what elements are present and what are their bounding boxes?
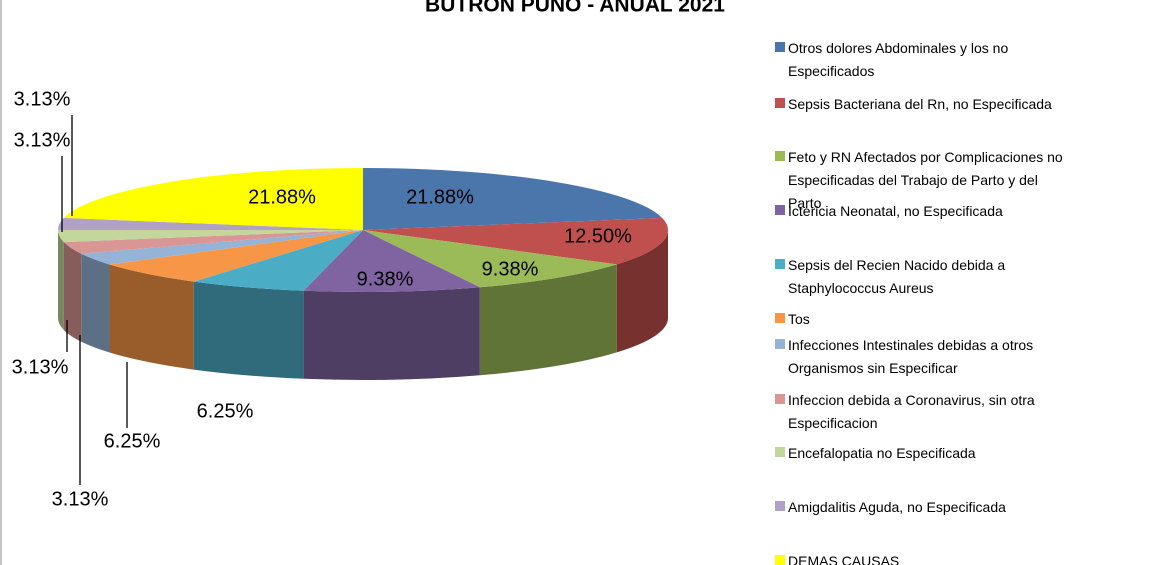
data-label: 3.13% bbox=[14, 129, 71, 151]
slice bbox=[363, 217, 669, 265]
slice-side bbox=[479, 264, 617, 376]
slice bbox=[57, 230, 363, 243]
slice-side bbox=[616, 230, 669, 353]
slice-side bbox=[63, 242, 82, 342]
legend-label: Ictericia Neonatal, no Especificada bbox=[788, 203, 1003, 219]
legend-swatch bbox=[775, 555, 785, 565]
slice bbox=[303, 230, 480, 292]
legend-swatch bbox=[775, 339, 785, 349]
slice bbox=[193, 230, 363, 291]
legend-swatch bbox=[775, 42, 785, 52]
data-label: 9.38% bbox=[482, 258, 539, 280]
slice bbox=[109, 230, 364, 282]
legend-label: Sepsis del Recien Nacido debida a Staphy… bbox=[788, 257, 1009, 296]
legend-label: Sepsis Bacteriana del Rn, no Especificad… bbox=[788, 96, 1052, 112]
data-label: 6.25% bbox=[104, 430, 161, 452]
data-label: 9.38% bbox=[357, 268, 414, 290]
legend-swatch bbox=[775, 151, 785, 161]
slice bbox=[63, 230, 364, 254]
slice-side bbox=[81, 253, 110, 353]
data-label: 3.13% bbox=[12, 356, 69, 378]
slice bbox=[363, 230, 617, 288]
slice bbox=[363, 168, 663, 230]
legend-label: Otros dolores Abdominales y los no Espec… bbox=[788, 40, 1012, 79]
legend-swatch bbox=[775, 259, 785, 269]
legend-swatch bbox=[775, 394, 785, 404]
slice-side bbox=[193, 281, 304, 379]
data-label: 21.88% bbox=[406, 186, 474, 208]
data-label: 6.25% bbox=[197, 400, 254, 422]
slice-side bbox=[109, 264, 194, 370]
chart-title: BUTRON PUNO - ANUAL 2021 bbox=[425, 0, 725, 17]
data-label: 21.88% bbox=[248, 186, 316, 208]
legend-swatch bbox=[775, 98, 785, 108]
data-label: 12.50% bbox=[564, 225, 632, 247]
legend-swatch bbox=[775, 447, 785, 457]
legend-swatch bbox=[775, 205, 785, 215]
legend-label: Tos bbox=[788, 311, 810, 327]
slice bbox=[81, 230, 364, 265]
legend-label: Encefalopatia no Especificada bbox=[788, 445, 976, 461]
legend-label: Amigdalitis Aguda, no Especificada bbox=[788, 499, 1006, 515]
legend-label: DEMAS CAUSAS bbox=[788, 553, 899, 565]
data-label: 3.13% bbox=[14, 88, 71, 110]
slice-side bbox=[57, 230, 64, 331]
slice bbox=[58, 217, 363, 230]
legend-swatch bbox=[775, 313, 785, 323]
data-label: 3.13% bbox=[52, 488, 109, 510]
legend-swatch bbox=[775, 501, 785, 511]
legend-label: Feto y RN Afectados por Complicaciones n… bbox=[788, 149, 1067, 211]
slice bbox=[63, 167, 364, 230]
slice-side bbox=[303, 287, 480, 380]
legend-label: Infecciones Intestinales debidas a otros… bbox=[788, 337, 1037, 376]
legend-label: Infeccion debida a Coronavirus, sin otra… bbox=[788, 392, 1039, 431]
